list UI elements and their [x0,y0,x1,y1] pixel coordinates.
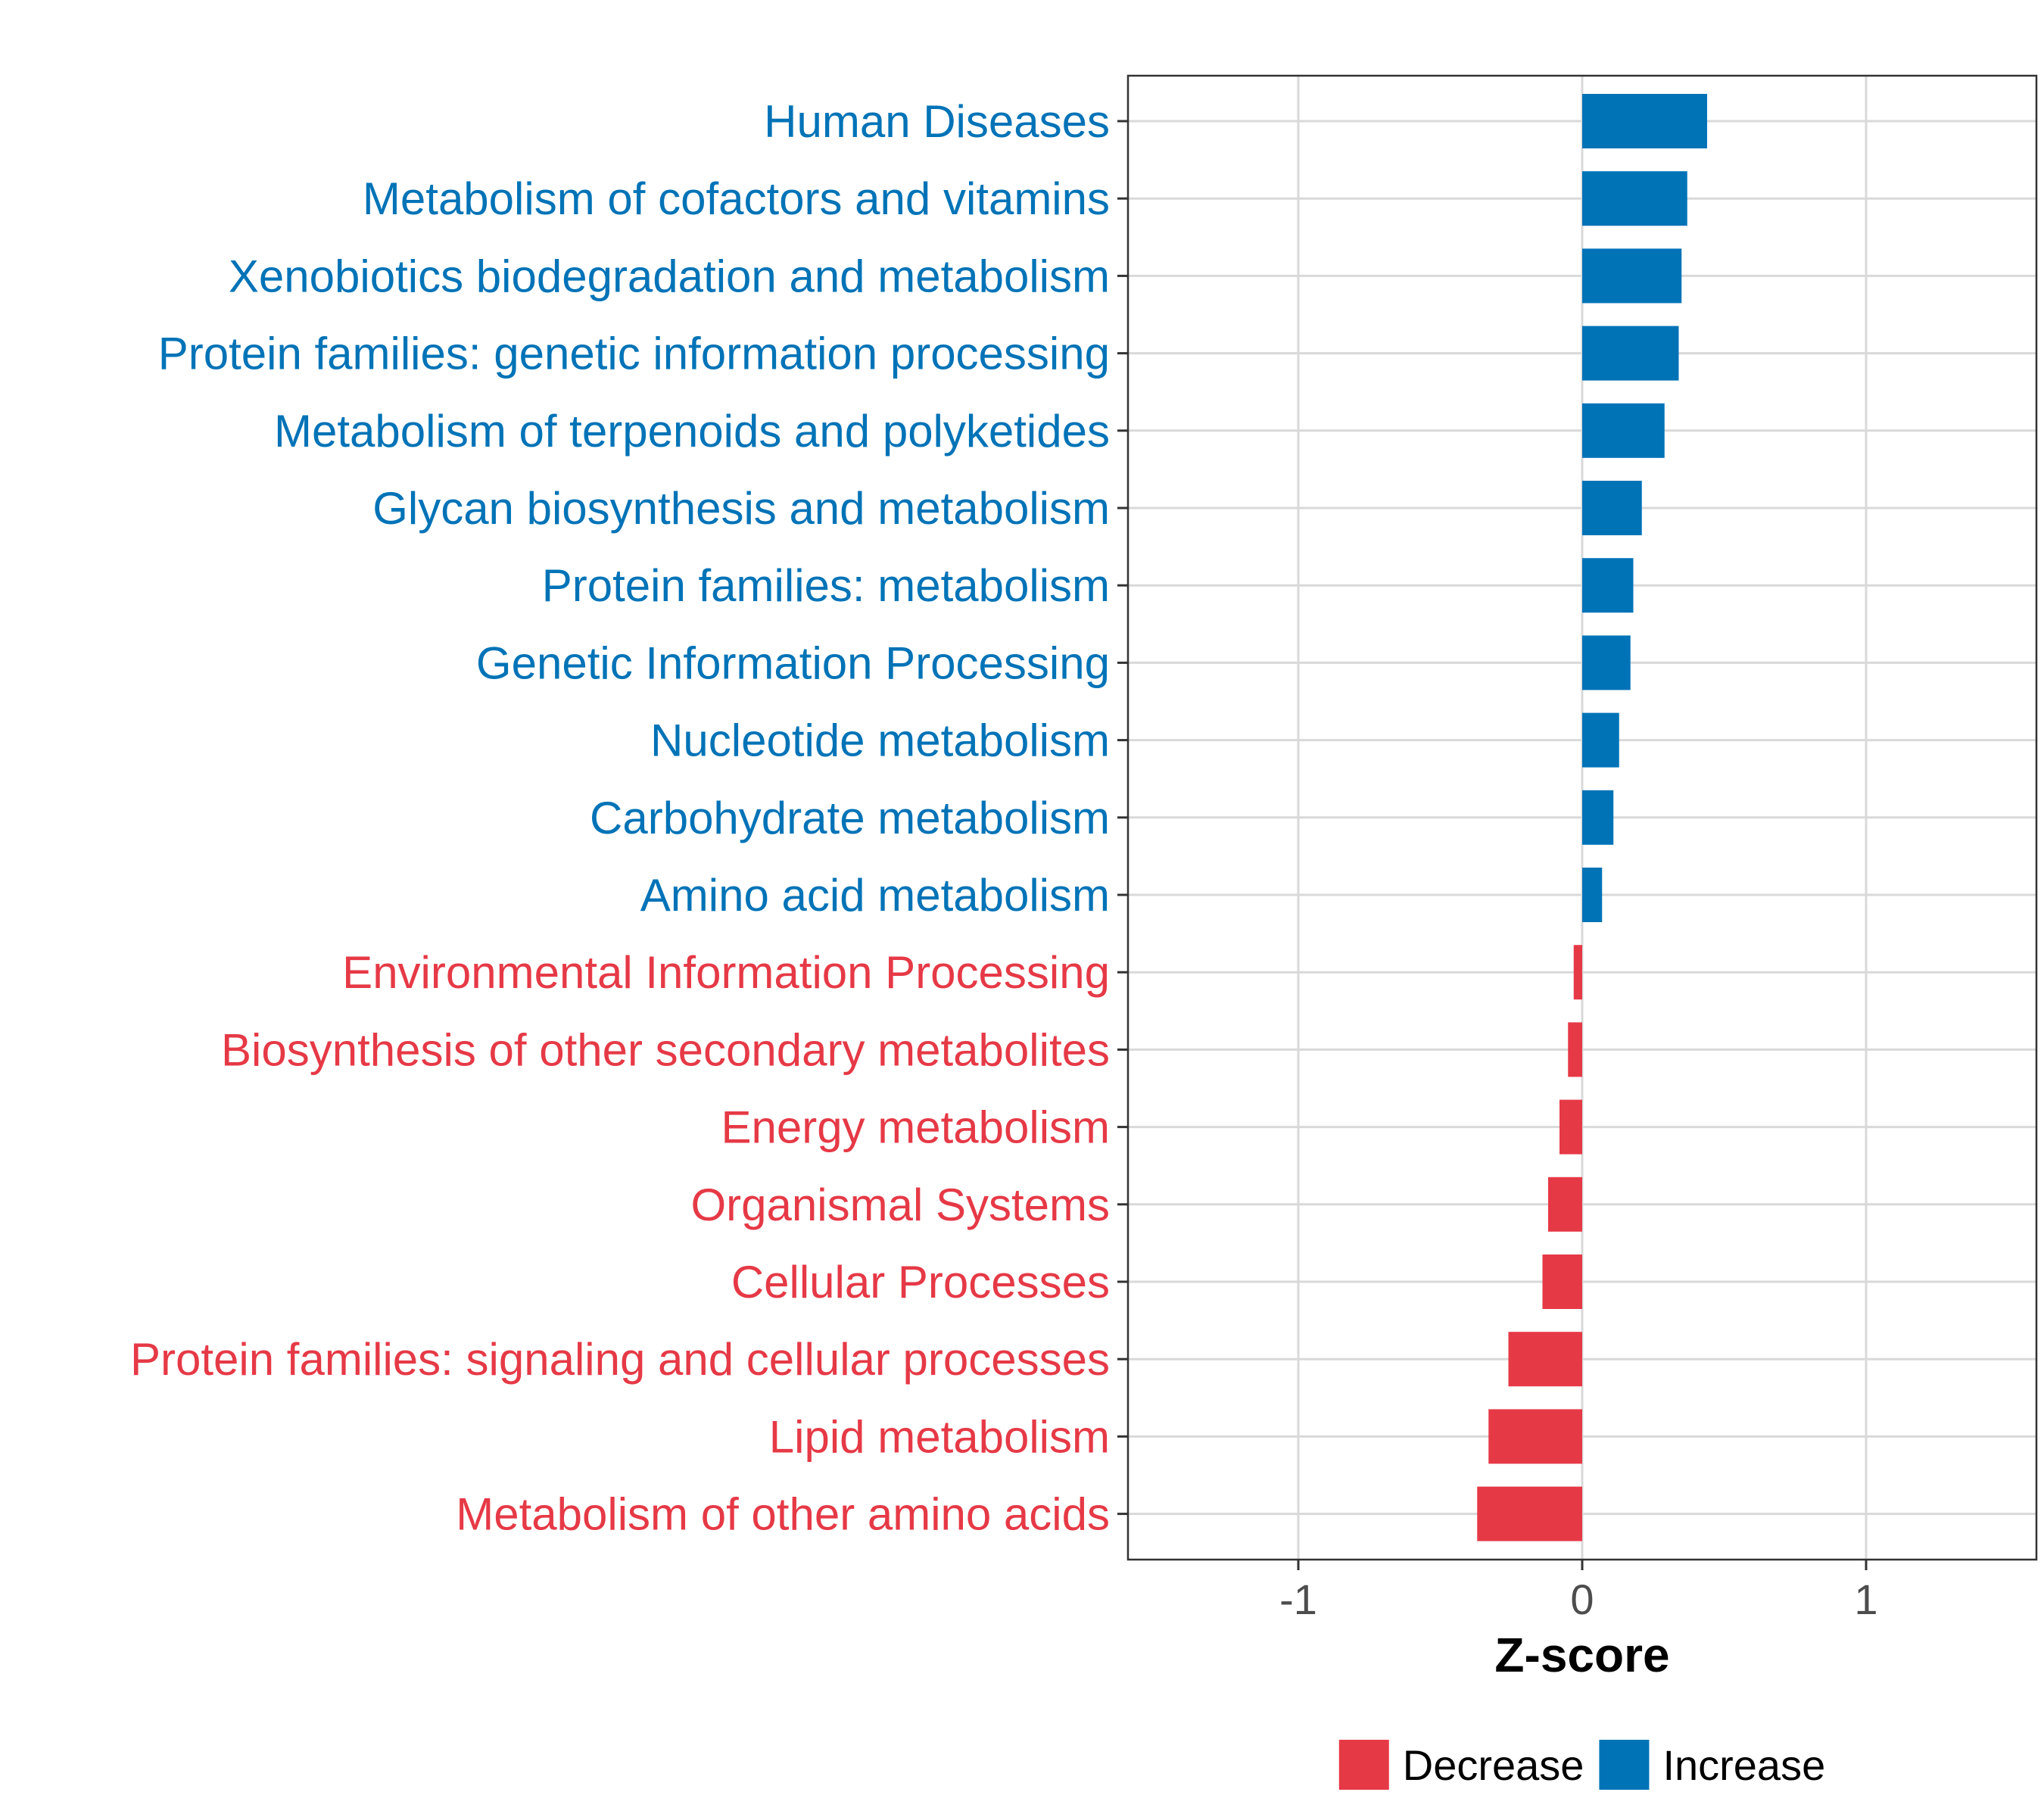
bar-0 [1582,94,1707,148]
bar-6 [1582,558,1634,613]
x-tick-label-0: -1 [1279,1575,1317,1623]
bar-14 [1548,1177,1582,1232]
legend: Decrease Increase [1338,1740,1825,1790]
category-label-0: Human Diseases [764,96,1110,147]
category-label-2: Xenobiotics biodegradation and metabolis… [229,251,1110,301]
bar-11 [1573,945,1582,1000]
bar-13 [1559,1099,1582,1155]
bar-16 [1508,1332,1582,1387]
legend-swatch-increase [1599,1740,1650,1790]
category-label-4: Metabolism of terpenoids and polyketides [274,406,1110,457]
bar-1 [1582,171,1687,226]
category-label-13: Energy metabolism [721,1102,1110,1153]
ticks: -1 0 1 [1117,120,1878,1623]
category-label-6: Protein families: metabolism [542,560,1110,611]
x-axis-title: Z-score [1494,1628,1669,1682]
bar-17 [1488,1409,1582,1464]
bar-2 [1582,248,1682,304]
category-label-16: Protein families: signaling and cellular… [130,1334,1110,1385]
bar-3 [1582,326,1679,381]
category-label-12: Biosynthesis of other secondary metaboli… [221,1024,1110,1075]
bar-15 [1542,1254,1582,1309]
category-label-17: Lipid metabolism [769,1411,1110,1462]
category-label-18: Metabolism of other amino acids [456,1489,1110,1540]
category-label-9: Carbohydrate metabolism [590,793,1110,843]
category-label-7: Genetic Information Processing [476,637,1110,688]
bar-7 [1582,635,1631,690]
category-label-15: Cellular Processes [731,1257,1110,1307]
bar-5 [1582,481,1642,535]
category-label-1: Metabolism of cofactors and vitamins [363,173,1110,224]
bars [1477,94,1707,1541]
category-label-3: Protein families: genetic information pr… [158,329,1110,379]
x-tick-label-2: 1 [1854,1575,1877,1623]
bar-4 [1582,403,1665,458]
legend-swatch-decrease [1338,1740,1389,1790]
category-label-10: Amino acid metabolism [640,870,1110,921]
category-label-11: Environmental Information Processing [342,947,1110,998]
category-label-8: Nucleotide metabolism [650,715,1110,766]
legend-label-increase: Increase [1662,1741,1825,1789]
bar-9 [1582,790,1614,845]
legend-label-decrease: Decrease [1403,1741,1584,1789]
x-tick-label-1: 0 [1570,1575,1594,1623]
category-label-5: Glycan biosynthesis and metabolism [372,483,1110,534]
category-label-14: Organismal Systems [691,1180,1110,1230]
bar-8 [1582,712,1619,768]
bar-10 [1582,868,1603,922]
bar-12 [1568,1022,1582,1077]
category-labels: Human Diseases Metabolism of cofactors an… [130,96,1110,1540]
bar-18 [1477,1486,1582,1541]
